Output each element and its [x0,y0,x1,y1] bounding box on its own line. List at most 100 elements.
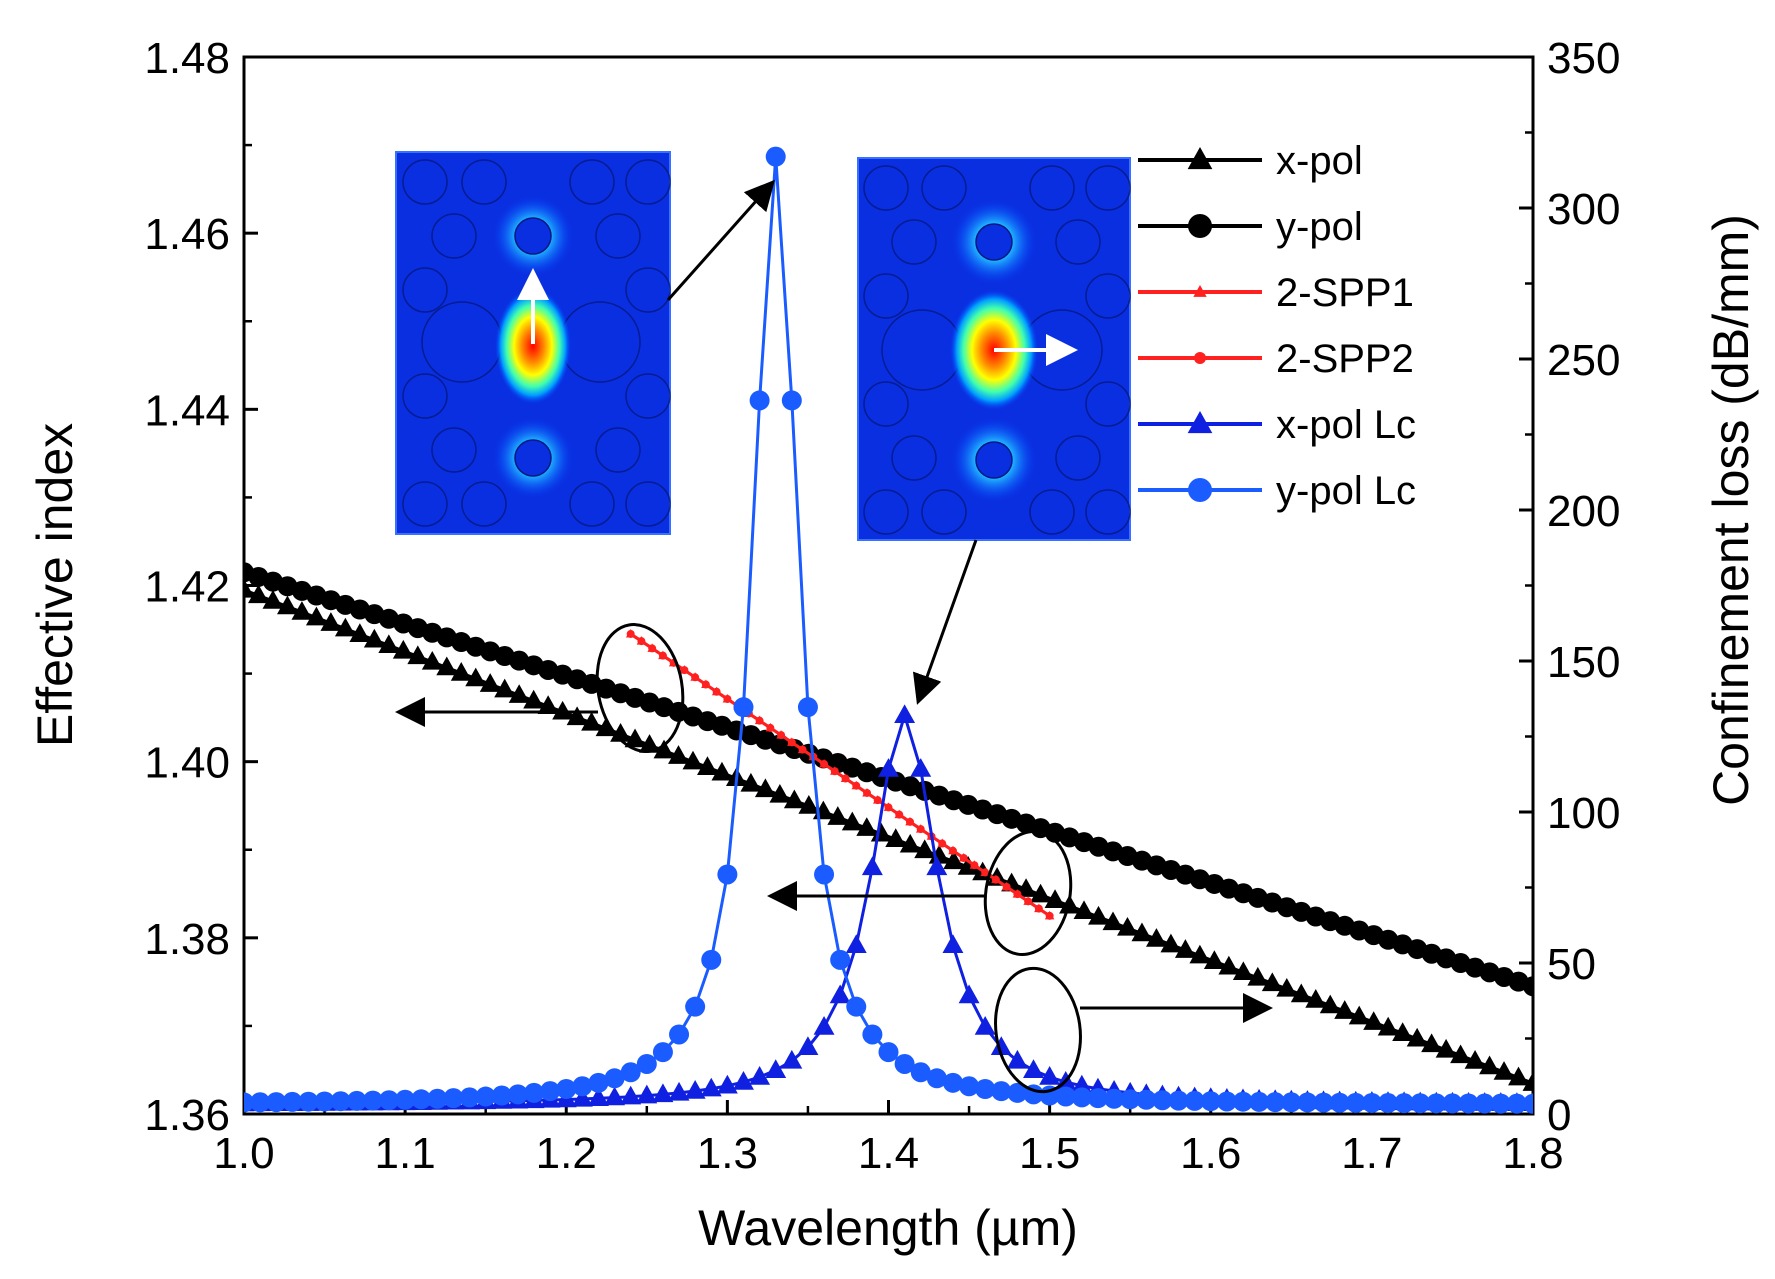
group-ellipse-left [595,623,685,753]
series-2-spp2 [626,629,1054,920]
data-point [1184,1090,1205,1111]
data-point [680,666,689,675]
data-point [712,687,721,696]
y-right-tick-label: 50 [1547,940,1596,989]
data-point [1276,977,1298,997]
data-point [1290,983,1312,1003]
group-ellipse-low [994,966,1082,1094]
data-point [363,628,385,648]
data-point [266,1092,287,1113]
data-point [507,1084,528,1105]
data-point [830,767,839,776]
data-point [637,637,646,646]
data-point [1410,1093,1431,1114]
data-point [436,656,458,676]
data-point [765,1059,787,1078]
data-point [1506,1093,1527,1114]
data-point [620,1085,642,1105]
data-point [1131,922,1153,942]
data-point [733,697,754,718]
data-point [926,1068,947,1089]
data-point [443,1088,464,1109]
y-axis-right-label: Confinement loss (dB/mm) [1703,214,1759,806]
data-point [814,864,835,885]
data-point [797,1036,819,1056]
legend-marker [1193,285,1207,297]
data-point [1216,1091,1237,1112]
data-point [783,789,805,809]
legend-marker [1188,214,1212,238]
data-point [648,644,657,653]
legend-entry: y-pol Lc [1138,469,1416,513]
data-point [691,673,700,682]
x-tick-label: 1.5 [1019,1129,1080,1178]
data-point [781,1049,803,1069]
x-tick-label: 1.3 [697,1129,758,1178]
legend-label: y-pol Lc [1276,469,1416,513]
data-point [1249,1091,1270,1112]
legend-label: 2-SPP2 [1276,337,1414,381]
y-left-tick-label: 1.38 [144,915,230,964]
y-left-tick-label: 1.42 [144,563,230,612]
data-point [291,601,313,620]
data-point [1392,1022,1414,1041]
data-point [626,629,635,638]
inset-pointer-arrow-1 [666,179,775,301]
x-tick-label: 1.7 [1341,1129,1402,1178]
data-point [1426,1093,1447,1114]
axis-tick-labels: 1.0 1.1 1.2 1.3 1.4 1.5 1.6 1.7 1.8 1.36 1.38 1.40 1… [144,34,1620,1178]
data-point [787,738,796,747]
data-point [669,1024,690,1045]
data-point [1120,1089,1141,1110]
data-point [1013,890,1022,899]
data-point [841,811,863,831]
data-point [1508,1066,1529,1086]
data-point [1189,944,1211,964]
data-point [798,745,807,754]
data-point [740,772,762,792]
data-point [942,1072,963,1093]
data-point [1073,900,1095,920]
data-point [658,651,667,660]
series-x-pol [244,578,1533,1091]
data-point [711,761,733,781]
data-point [1464,1050,1486,1069]
data-point [537,695,559,714]
data-point [581,711,603,731]
legend-marker [1194,352,1206,364]
data-point [1104,1088,1125,1109]
data-point [856,817,878,836]
data-point [1160,933,1182,953]
data-point [1023,1059,1044,1078]
data-point [701,680,710,689]
data-point [777,731,786,740]
data-point [1006,1049,1028,1069]
data-point [1247,966,1269,986]
data-point [1458,1093,1479,1114]
data-point [407,645,429,665]
data-point [1348,1005,1370,1025]
data-point [1024,897,1033,906]
data-point [884,803,893,812]
data-point [508,684,530,703]
data-point [479,673,501,692]
data-point [636,1084,658,1104]
data-point [305,606,327,626]
x-tick-label: 1.1 [375,1129,436,1178]
data-point [813,1016,835,1035]
data-point [524,1082,545,1103]
data-point [653,739,675,759]
data-point [540,1081,561,1102]
data-point [588,1087,609,1107]
data-point [769,783,791,803]
data-point [459,1087,480,1108]
data-point [1232,961,1254,981]
data-point [450,662,472,681]
data-point [685,996,706,1017]
data-point [411,1089,432,1110]
data-point [1305,989,1327,1008]
data-point [1087,1088,1108,1109]
y-right-tick-label: 300 [1547,185,1620,234]
data-point [1450,1044,1472,1064]
series-y-pol-lc [244,146,1533,1114]
